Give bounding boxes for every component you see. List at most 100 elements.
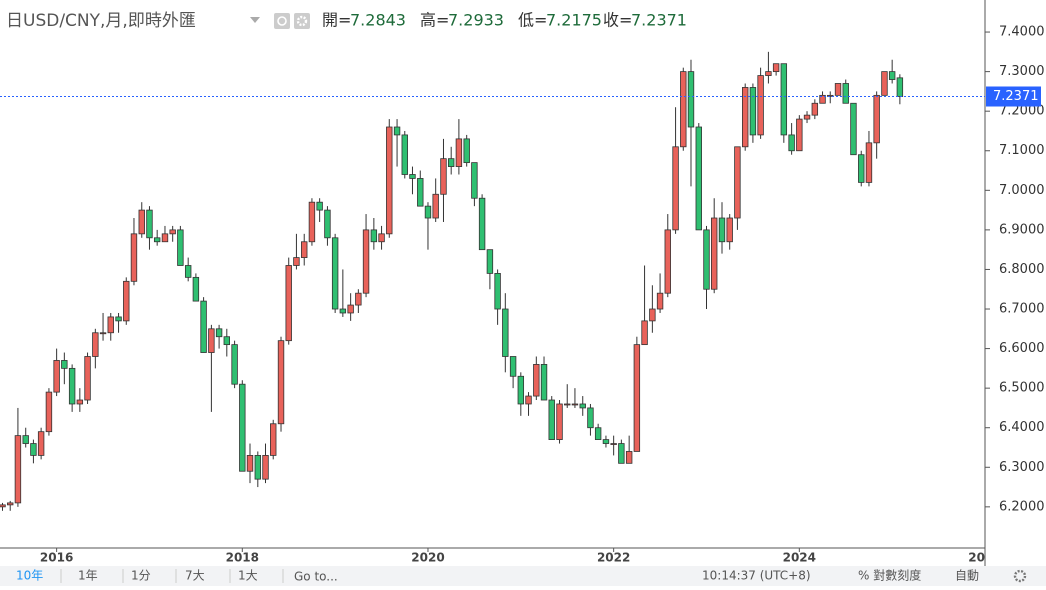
candle-body bbox=[734, 146, 741, 219]
ohlc-value: 7.2933 bbox=[448, 11, 504, 30]
candle-body bbox=[548, 399, 555, 440]
candle-body bbox=[45, 391, 53, 433]
candle-body bbox=[169, 229, 176, 235]
candle-body bbox=[641, 320, 648, 346]
candle-body bbox=[324, 209, 331, 239]
candle-body bbox=[625, 451, 633, 464]
range-button[interactable]: 1大 bbox=[238, 569, 258, 583]
candle-body bbox=[571, 403, 579, 406]
settings-icon[interactable] bbox=[1013, 569, 1027, 583]
candle-body bbox=[610, 443, 617, 445]
candle-body bbox=[533, 364, 540, 397]
last-price-label: 7.2371 bbox=[993, 89, 1039, 104]
settings-button[interactable] bbox=[294, 13, 310, 29]
candle-body bbox=[192, 276, 200, 302]
x-tick-label: 2018 bbox=[226, 551, 259, 565]
candle-body bbox=[757, 75, 764, 136]
candle-body bbox=[409, 174, 416, 179]
candle-body bbox=[293, 257, 300, 266]
candle-body bbox=[649, 308, 656, 322]
candle-body bbox=[0, 504, 6, 508]
range-button[interactable]: 10年 bbox=[16, 569, 43, 583]
candle-body bbox=[703, 229, 710, 290]
candle-body bbox=[834, 83, 842, 96]
candle-body bbox=[153, 237, 161, 243]
candle-body bbox=[424, 205, 432, 219]
chart-title: 日USD/CNY,月,即時外匯 bbox=[6, 11, 196, 31]
axes: 6.2000 6.3000 6.4000 6.5000 6.6000 6.7000 6.80… bbox=[985, 25, 1045, 514]
auto-scale-toggle[interactable]: 自動 bbox=[955, 569, 979, 583]
visibility-button[interactable] bbox=[274, 13, 290, 29]
last-price-box bbox=[986, 86, 1041, 107]
ohlc-label: 開= bbox=[322, 11, 351, 30]
log-scale-toggle[interactable]: % 對數刻度 bbox=[858, 568, 921, 583]
y-tick-label: 7.4000 bbox=[999, 25, 1045, 40]
clock: 10:14:37 (UTC+8) bbox=[702, 569, 811, 583]
candle-body bbox=[254, 455, 262, 480]
candle-body bbox=[316, 201, 323, 211]
y-tick-label: 6.5000 bbox=[999, 381, 1045, 396]
candle-body bbox=[146, 209, 153, 239]
candle-body bbox=[896, 77, 904, 97]
candle-body bbox=[842, 83, 849, 104]
candle-body bbox=[478, 197, 486, 251]
candle-body bbox=[401, 134, 408, 175]
candle-body bbox=[14, 435, 22, 504]
candle-body bbox=[858, 154, 865, 183]
y-tick-label: 6.7000 bbox=[999, 302, 1045, 317]
candle-body bbox=[525, 395, 532, 405]
candle-body bbox=[138, 209, 145, 235]
candle-body bbox=[347, 304, 354, 314]
candle-body bbox=[718, 217, 726, 243]
range-button[interactable]: 1年 bbox=[78, 569, 98, 583]
candle-body bbox=[865, 142, 873, 183]
x-tick-label: 2016 bbox=[40, 551, 73, 565]
gear-icon bbox=[296, 15, 308, 27]
candle-body bbox=[331, 237, 339, 310]
candle-body bbox=[742, 87, 749, 148]
eye-icon bbox=[277, 16, 287, 26]
candle-body bbox=[123, 280, 130, 322]
candle-body bbox=[672, 146, 679, 231]
candle-body bbox=[99, 332, 107, 335]
candle-body bbox=[231, 344, 238, 385]
candle-body bbox=[68, 367, 76, 405]
candle-body bbox=[873, 94, 880, 144]
candle-body bbox=[239, 383, 246, 472]
candle-body bbox=[130, 233, 138, 282]
goto-button[interactable]: Go to... bbox=[294, 570, 338, 584]
candle-body bbox=[246, 455, 254, 472]
y-tick-label: 6.2000 bbox=[999, 499, 1045, 514]
y-tick-label: 6.3000 bbox=[999, 460, 1045, 475]
candle-body bbox=[262, 455, 269, 480]
range-button[interactable]: 1分 bbox=[131, 569, 151, 583]
candle-body bbox=[540, 364, 548, 401]
dropdown-arrow[interactable] bbox=[250, 17, 260, 23]
toolbar bbox=[0, 566, 1046, 586]
candle-body bbox=[417, 178, 424, 207]
candle-body bbox=[285, 265, 292, 342]
x-tick-label: 2020 bbox=[411, 551, 444, 565]
candle-body bbox=[494, 273, 501, 310]
candle-body bbox=[471, 162, 478, 199]
candle-body bbox=[378, 233, 385, 243]
candle-body bbox=[277, 340, 285, 425]
ohlc-value: 7.2371 bbox=[631, 11, 687, 30]
x-tick-label: 2026 bbox=[968, 551, 1001, 565]
candle-body bbox=[788, 134, 795, 152]
candle-body bbox=[7, 502, 14, 506]
range-button[interactable]: 7大 bbox=[185, 569, 205, 583]
candle-body bbox=[107, 316, 114, 334]
x-tick-label: 2024 bbox=[783, 551, 816, 565]
candle-body bbox=[208, 328, 215, 353]
candle-body bbox=[772, 63, 780, 73]
candle-body bbox=[84, 356, 91, 401]
candle-body bbox=[22, 435, 29, 444]
toolbar-items: 10年 1年 1分 7大 1大 Go to... 10:14:37 (UTC+8) % 對數刻… bbox=[16, 568, 1027, 584]
candle-body bbox=[517, 375, 525, 405]
candle-body bbox=[594, 427, 602, 440]
candle-body bbox=[440, 158, 447, 195]
y-tick-label: 6.9000 bbox=[999, 222, 1045, 237]
candle-body bbox=[301, 241, 308, 258]
